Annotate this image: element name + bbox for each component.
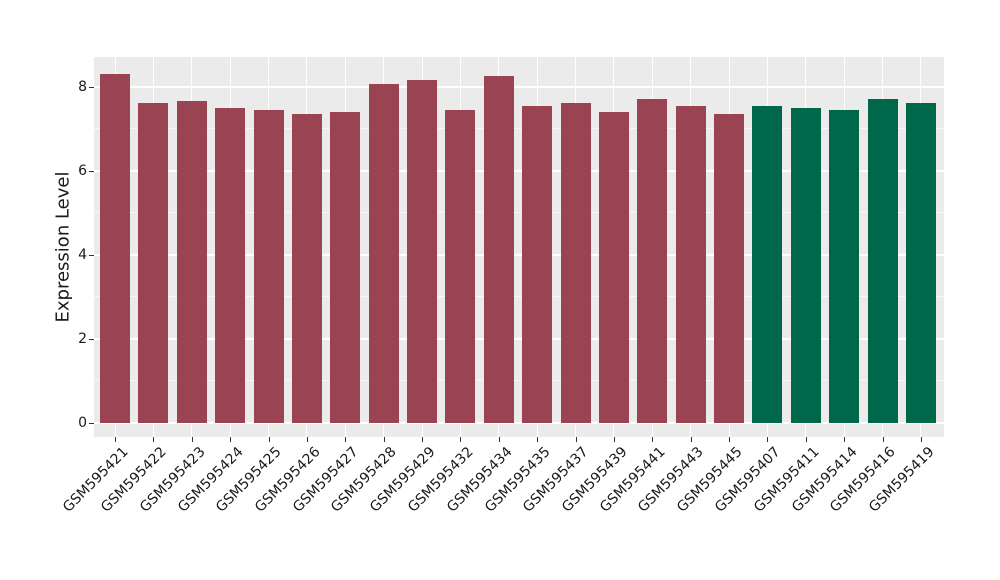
bar-GSM595421 [100,73,130,423]
bar-GSM595419 [905,103,936,423]
gridline-major-y-0 [94,422,944,424]
gridline-major-y-2 [94,337,944,340]
y-tick-label-8: 8 [78,78,87,95]
y-tick-label-0: 0 [78,415,87,431]
bar-GSM595414 [829,109,860,423]
gridline-major-y-8 [94,85,944,88]
bar-GSM595407 [752,105,783,423]
x-tick-mark-GSM595407 [767,437,769,442]
x-tick-mark-GSM595414 [844,437,846,442]
x-tick-mark-GSM595434 [498,437,500,442]
x-tick-mark-GSM595411 [805,437,807,442]
x-tick-mark-GSM595423 [191,437,193,442]
y-tick-label-6: 6 [78,162,87,179]
x-tick-mark-GSM595432 [460,437,462,442]
x-tick-mark-GSM595425 [268,437,270,442]
bar-GSM595443 [675,105,706,423]
bar-GSM595434 [483,76,514,423]
bar-GSM595425 [253,109,284,423]
gridline-minor-y-3 [94,296,944,298]
gridline-minor-y-1 [94,380,944,382]
bar-GSM595427 [330,111,361,423]
bar-GSM595437 [560,103,591,423]
y-tick-mark-0 [89,423,94,424]
x-tick-mark-GSM595428 [383,437,385,442]
x-tick-mark-GSM595424 [230,437,232,442]
gridline-major-y-6 [94,169,944,172]
gridline-minor-y-7 [94,128,944,130]
y-tick-mark-8 [89,86,94,88]
gridline-minor-y-5 [94,212,944,214]
x-tick-mark-GSM595421 [115,437,116,442]
x-tick-mark-GSM595429 [422,437,424,442]
bar-GSM595423 [176,101,207,423]
plot-panel [94,57,944,437]
bar-GSM595428 [368,84,399,423]
x-tick-mark-GSM595435 [537,437,539,442]
y-tick-label-2: 2 [78,330,87,347]
x-tick-mark-GSM595422 [153,437,155,442]
x-tick-mark-GSM595419 [920,437,922,442]
x-tick-mark-GSM595416 [882,437,884,442]
y-tick-label-4: 4 [78,246,87,263]
bar-GSM595426 [291,113,322,423]
x-tick-mark-GSM595427 [345,437,347,442]
y-tick-mark-6 [89,170,94,172]
bar-GSM595424 [215,107,246,423]
gridline-major-y-4 [94,253,944,256]
x-tick-mark-GSM595443 [690,437,692,442]
bar-GSM595432 [445,109,476,423]
bar-GSM595429 [407,80,438,423]
x-tick-mark-GSM595441 [652,437,654,442]
y-tick-mark-4 [89,254,94,256]
x-tick-mark-GSM595426 [306,437,308,442]
x-tick-mark-GSM595439 [613,437,615,442]
bar-GSM595411 [790,107,821,423]
bar-GSM595416 [867,99,898,423]
bar-GSM595439 [598,111,629,423]
bar-GSM595435 [522,105,553,423]
bar-GSM595422 [138,103,169,423]
y-tick-mark-2 [89,338,94,340]
x-tick-mark-GSM595445 [729,437,731,442]
x-tick-mark-GSM595437 [575,437,577,442]
bar-GSM595441 [637,99,668,423]
bar-GSM595445 [714,113,745,423]
